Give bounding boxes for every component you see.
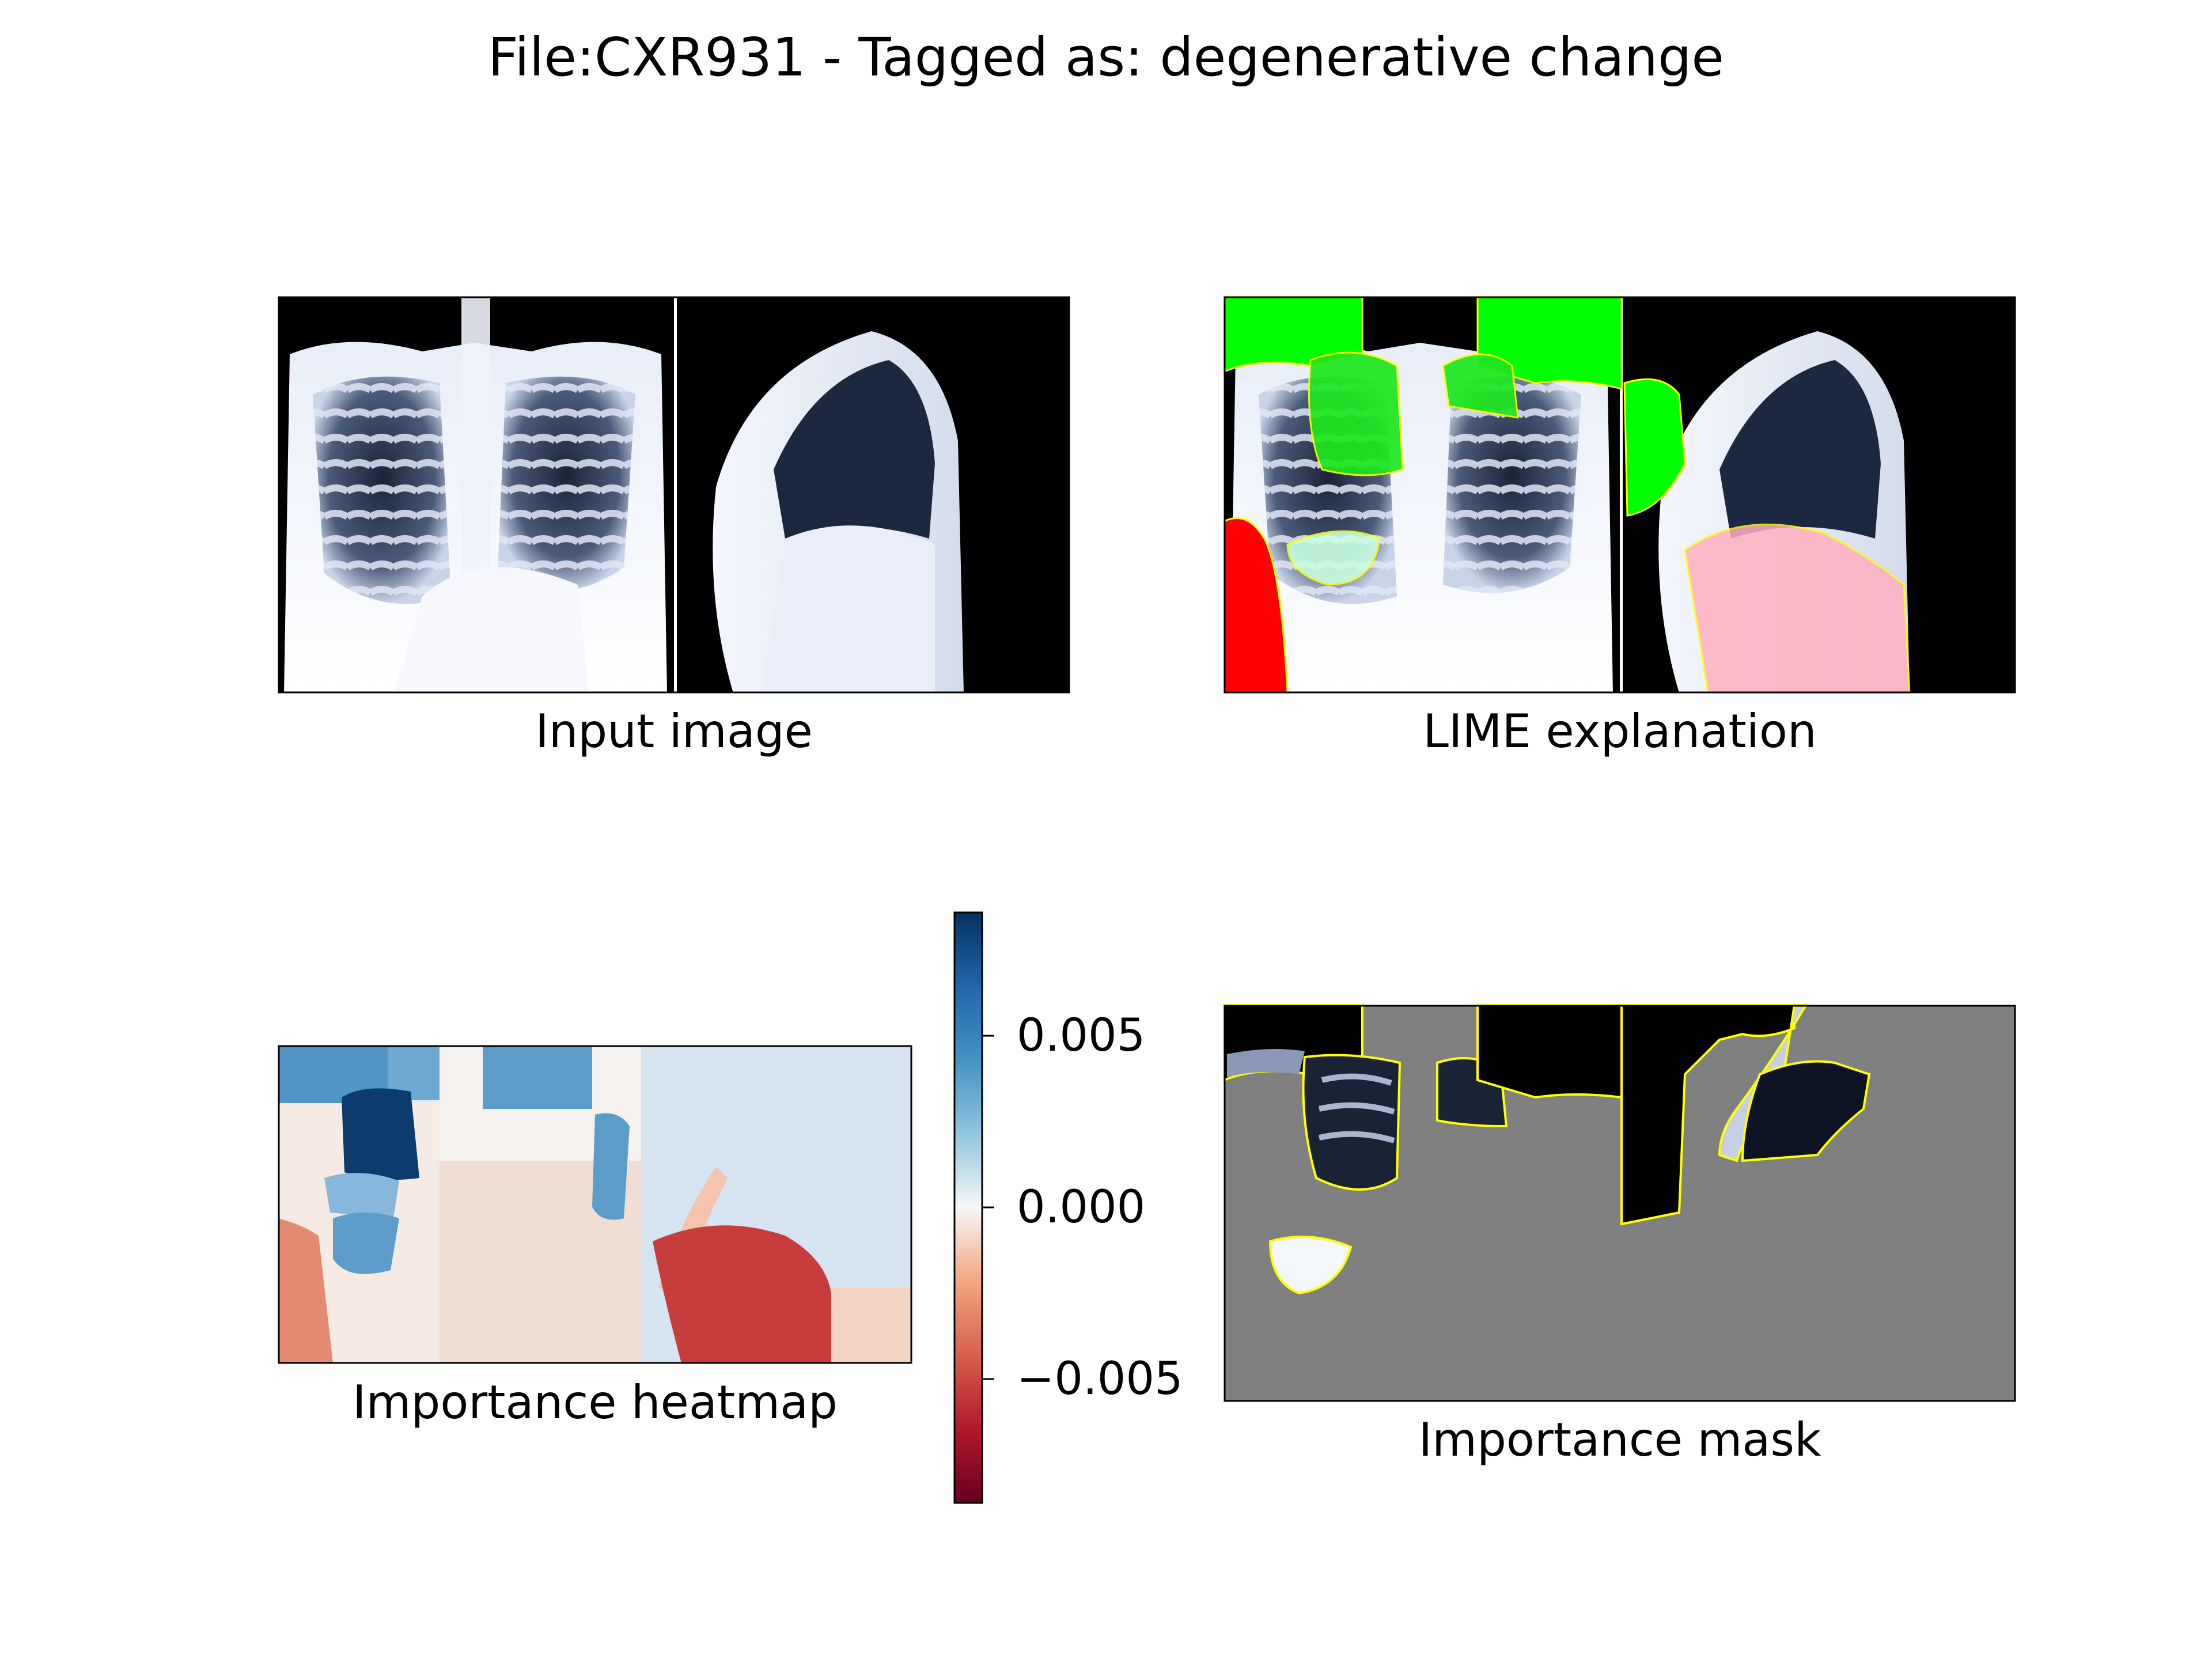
colorbar-tick-label-0.000: 0.000 <box>1017 1181 1146 1233</box>
input-image-label: Input image <box>535 704 813 758</box>
mask-revealed-regions <box>1223 1004 1871 1295</box>
colorbar-tick-label-0.005: 0.005 <box>1017 1010 1146 1062</box>
frontal-xray <box>278 297 674 693</box>
positive-regions <box>1223 296 1686 517</box>
colorbar-tick-label-neg-0.005: −0.005 <box>1017 1353 1183 1405</box>
colorbar <box>953 911 994 1504</box>
lime-explanation-panel <box>1223 296 2016 694</box>
lime-explanation-label: LIME explanation <box>1423 704 1817 758</box>
importance-heatmap-panel <box>278 1045 912 1364</box>
lateral-xray <box>677 297 1070 693</box>
figure-title: File:CXR931 - Tagged as: degenerative ch… <box>488 26 1724 88</box>
importance-mask-label: Importance mask <box>1418 1413 1821 1467</box>
negative-regions <box>1223 517 1911 694</box>
importance-mask-panel <box>1223 1004 2016 1402</box>
input-image-panel <box>278 296 1070 694</box>
importance-heatmap-label: Importance heatmap <box>353 1376 838 1429</box>
